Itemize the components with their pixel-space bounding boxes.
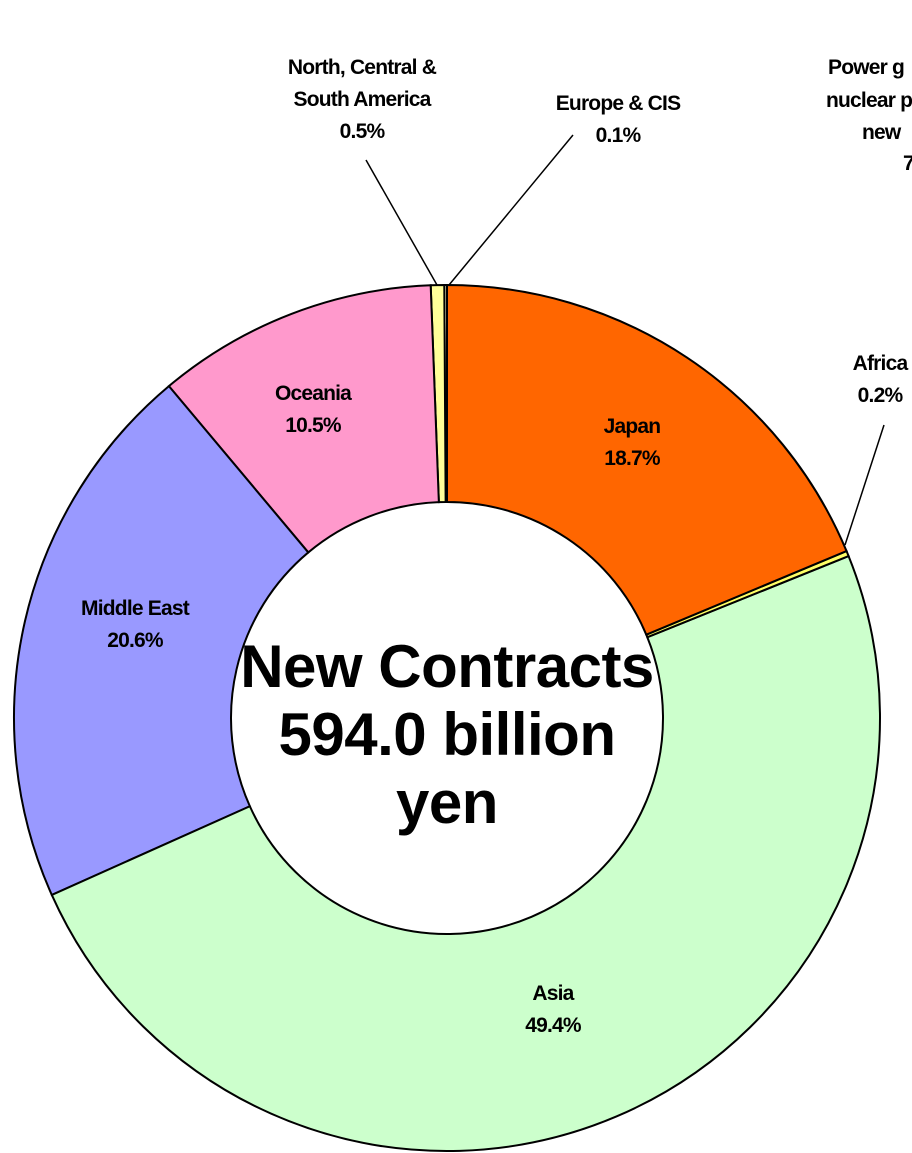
slice-label: Middle East 20.6% [55,593,215,657]
donut-slice [50,554,881,1152]
category-label: Oceania [274,382,352,405]
value-label: 20.6% [107,629,163,652]
leader-line [844,424,885,546]
annotation: Power g [828,56,905,79]
value-label: 18.7% [604,447,660,470]
slice-label: Asia 49.4% [493,978,613,1042]
annotation: new [862,121,901,144]
leader-line [448,134,574,286]
category-label: Japan [603,415,662,438]
slice-label: North, Central & South America 0.5% [267,52,457,148]
donut-slice [446,283,848,637]
value-label: 0.2% [857,384,903,407]
donut-slice [13,384,310,897]
category-label: North, Central & South America [287,56,437,111]
slice-label: Africa 0.2% [820,348,912,412]
slice-label: Oceania 10.5% [253,378,373,442]
slice-label: Europe & CIS 0.1% [538,88,698,152]
category-label: Middle East [81,597,190,620]
category-label: Europe & CIS [555,92,681,115]
category-label: Asia [532,982,574,1005]
center-text: New Contracts 594.0 billion yen [240,633,654,836]
leader-line [365,159,438,286]
donut-slice [167,284,440,554]
value-label: 0.5% [339,120,385,143]
value-label: 0.1% [595,124,641,147]
slice-label: Japan 18.7% [572,411,692,475]
category-label: Africa [852,352,909,375]
value-label: 10.5% [285,414,341,437]
annotation: 7 [903,152,912,175]
value-label: 49.4% [525,1014,581,1037]
annotation: nuclear p [826,89,912,112]
